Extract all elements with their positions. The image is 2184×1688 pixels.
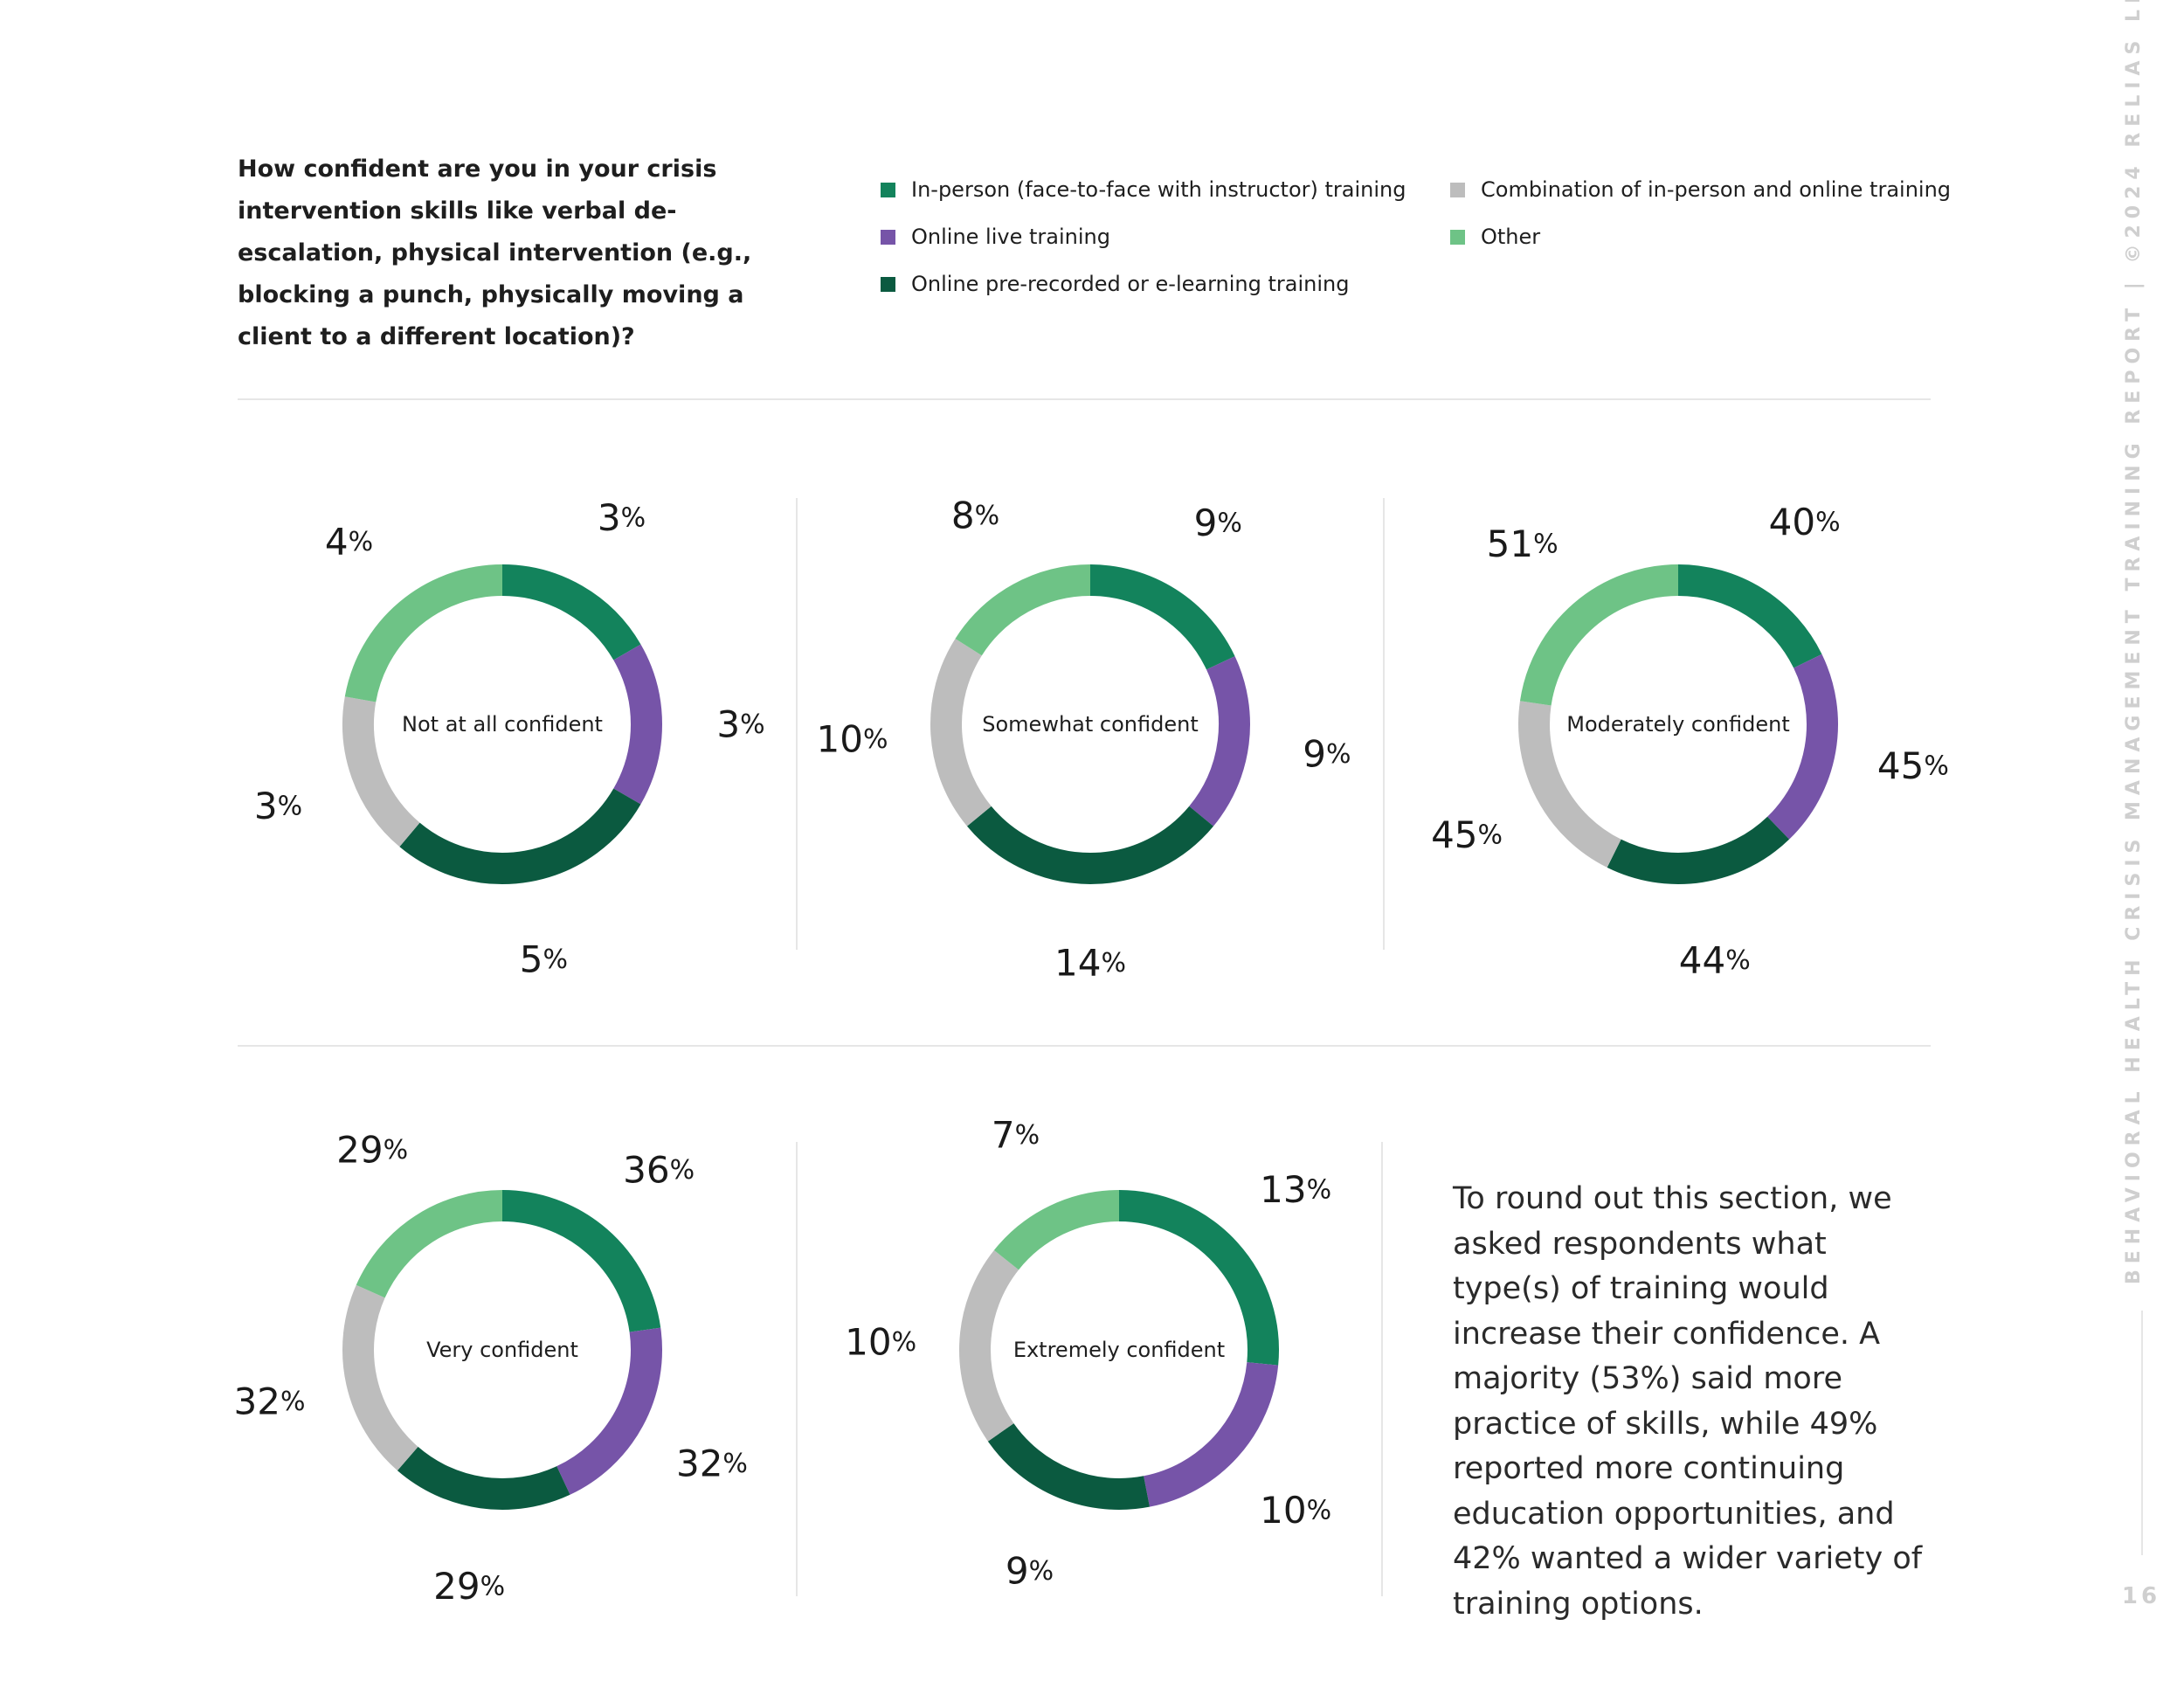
donut-4-slice-combination — [342, 1284, 418, 1471]
donut-2-slice-online-prerecorded — [967, 806, 1213, 884]
donut-3-slice-other — [1519, 564, 1679, 706]
donut-4-center-label: Very confident — [426, 1338, 578, 1362]
legend-column-right: Combination of in-person and online trai… — [1450, 166, 1951, 260]
donut-5-label-other: 7% — [992, 1114, 1040, 1157]
divider-row2-b — [1381, 1142, 1383, 1596]
legend-item-online-live: Online live training — [881, 213, 1406, 260]
donut-3-slice-combination — [1518, 701, 1621, 868]
donut-2-slice-online-live — [1189, 656, 1250, 827]
donut-3-label-in-person: 40% — [1769, 501, 1841, 543]
donut-3-slice-in-person — [1677, 564, 1822, 668]
donut-4-label-online-live: 32% — [676, 1442, 748, 1485]
page-number: 16 — [2121, 1583, 2161, 1609]
donut-4-slice-online-live — [556, 1327, 662, 1495]
donut-4-label-online-prerecorded: 29% — [433, 1565, 505, 1608]
donut-1-slice-other — [344, 564, 503, 702]
donut-5-slice-online-live — [1143, 1361, 1279, 1507]
donut-2-center-label: Somewhat confident — [982, 712, 1198, 737]
survey-question: How confident are you in your crisis int… — [238, 156, 752, 350]
donut-3-label-other: 51% — [1487, 522, 1559, 565]
donut-3-slice-online-live — [1766, 654, 1838, 840]
legend-item-in-person: In-person (face-to-face with instructor)… — [881, 166, 1406, 213]
donut-4-label-in-person: 36% — [623, 1149, 695, 1192]
donut-1-center-label: Not at all confident — [402, 712, 603, 737]
donut-2-label-online-prerecorded: 14% — [1054, 942, 1126, 985]
divider-middle — [238, 1045, 1931, 1047]
donut-5-slice-other — [993, 1190, 1120, 1270]
donut-5-slice-combination — [959, 1249, 1019, 1442]
legend-item-other: Other — [1450, 213, 1951, 260]
body-paragraph: To round out this section, we asked resp… — [1453, 1181, 1923, 1622]
donut-2-slice-other — [955, 564, 1091, 656]
donut-3-label-online-live: 45% — [1877, 744, 1949, 787]
legend-swatch-combination — [1450, 182, 1465, 197]
legend-swatch-other — [1450, 229, 1465, 245]
donut-3-slice-online-prerecorded — [1607, 816, 1790, 884]
donut-2-label-in-person: 9% — [1194, 502, 1242, 544]
donut-5-center-label: Extremely confident — [1013, 1338, 1225, 1362]
donut-3-label-combination: 45% — [1431, 813, 1503, 856]
legend-column-left: In-person (face-to-face with instructor)… — [881, 166, 1406, 308]
divider-row1-b — [1383, 498, 1385, 950]
legend-label-combination: Combination of in-person and online trai… — [1481, 177, 1952, 202]
donut-5-label-in-person: 13% — [1260, 1168, 1331, 1211]
donut-3-center-label: Moderately confident — [1566, 712, 1789, 737]
report-side-title: BEHAVIORAL HEALTH CRISIS MANAGEMENT TRAI… — [2123, 0, 2145, 1284]
legend-swatch-in-person — [881, 182, 895, 197]
donut-2-label-combination: 10% — [817, 718, 888, 761]
donut-1-label-other: 4% — [325, 520, 373, 563]
donut-5-slice-in-person — [1118, 1190, 1279, 1366]
donut-1-label-in-person: 3% — [598, 496, 646, 539]
donut-4-label-other: 29% — [336, 1129, 408, 1172]
legend-swatch-online-prerecorded — [881, 276, 895, 292]
donut-1-label-online-live: 3% — [716, 703, 764, 746]
side-rule — [2141, 1311, 2143, 1555]
legend-label-in-person: In-person (face-to-face with instructor)… — [911, 177, 1406, 202]
donut-2-label-other: 8% — [951, 494, 999, 536]
divider-row1-a — [796, 498, 798, 950]
donut-1-label-combination: 3% — [254, 785, 302, 827]
donut-5-label-online-prerecorded: 9% — [1006, 1550, 1054, 1593]
legend-item-online-prerecorded: Online pre-recorded or e-learning traini… — [881, 260, 1406, 308]
donut-1-label-online-prerecorded: 5% — [520, 937, 568, 980]
donut-1-slice-online-live — [613, 644, 662, 805]
donut-1-slice-combination — [342, 696, 420, 847]
donut-4-label-combination: 32% — [234, 1380, 306, 1423]
divider-top — [238, 398, 1931, 400]
donut-5-label-combination: 10% — [845, 1321, 916, 1364]
donut-1-slice-online-prerecorded — [399, 788, 641, 884]
donut-4-slice-other — [356, 1190, 503, 1298]
legend-label-online-live: Online live training — [911, 225, 1110, 249]
donut-5-slice-online-prerecorded — [987, 1422, 1150, 1510]
donut-5-label-online-live: 10% — [1260, 1489, 1331, 1532]
donut-4-slice-in-person — [501, 1190, 661, 1332]
donut-2-slice-combination — [930, 638, 992, 827]
donut-3-label-online-prerecorded: 44% — [1679, 938, 1751, 981]
divider-row2-a — [796, 1142, 798, 1596]
donut-2-slice-in-person — [1089, 564, 1235, 670]
legend-item-combination: Combination of in-person and online trai… — [1450, 166, 1951, 213]
legend-swatch-online-live — [881, 229, 895, 245]
legend-label-other: Other — [1481, 225, 1541, 249]
donut-4-slice-online-prerecorded — [397, 1446, 570, 1510]
legend-label-online-prerecorded: Online pre-recorded or e-learning traini… — [911, 272, 1350, 296]
donut-2-label-online-live: 9% — [1303, 733, 1351, 776]
donut-1-slice-in-person — [501, 564, 641, 661]
